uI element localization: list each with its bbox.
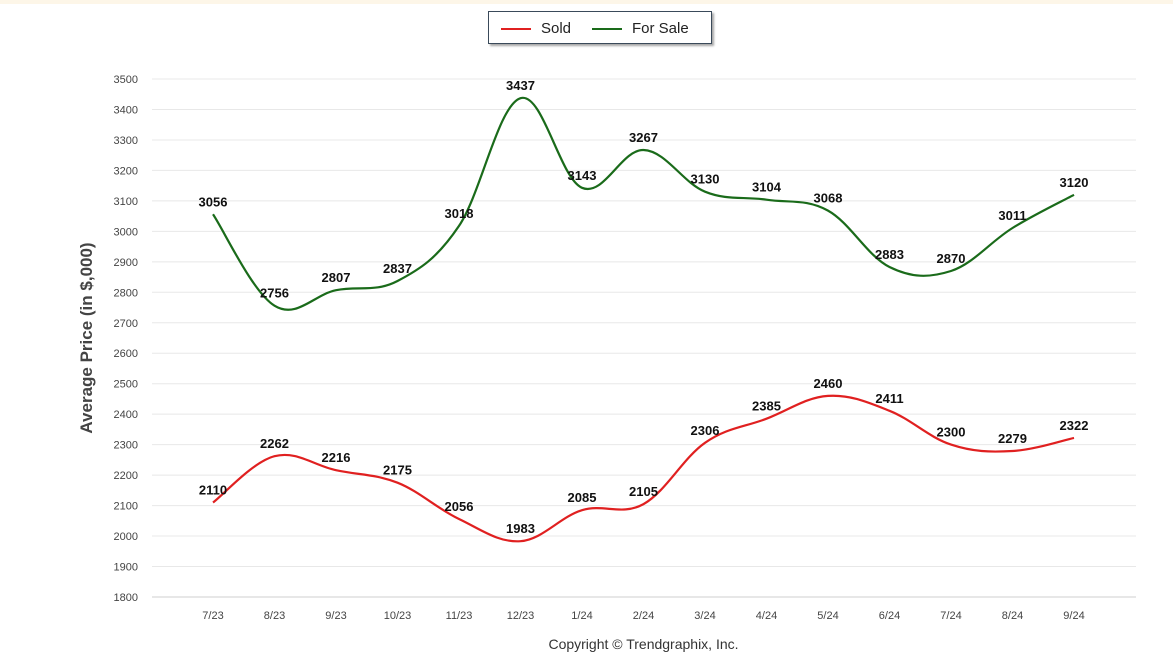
y-tick-label: 2200 [114, 470, 138, 482]
x-tick-label: 8/24 [1002, 610, 1023, 622]
y-tick-label: 3400 [114, 104, 138, 116]
y-tick-label: 3000 [114, 226, 138, 238]
data-label-for-sale: 2807 [322, 270, 351, 285]
x-tick-label: 7/24 [940, 610, 961, 622]
data-label-sold: 2411 [875, 391, 903, 406]
data-label-sold: 2279 [998, 431, 1027, 446]
series-group [212, 97, 1075, 543]
y-tick-label: 2900 [114, 257, 138, 269]
x-tick-label: 11/23 [446, 610, 473, 622]
data-label-for-sale: 3143 [568, 168, 597, 183]
y-tick-label: 2400 [114, 409, 138, 421]
x-tick-label: 12/23 [507, 610, 535, 622]
legend-item-sold[interactable]: Sold [501, 20, 581, 38]
legend-item-for-sale[interactable]: For Sale [592, 20, 707, 38]
series-line-sold [212, 394, 1075, 543]
x-tick-label: 8/23 [264, 610, 285, 622]
x-tick-label: 5/24 [817, 610, 838, 622]
y-axis-title: Average Price (in $,000) [77, 242, 96, 434]
x-axis-ticks: 7/23 8/23 9/23 10/23 11/23 12/23 1/24 2/24 3/24 4… [152, 596, 1136, 622]
data-label-for-sale: 3267 [629, 130, 658, 145]
legend-swatch-for-sale [592, 28, 622, 30]
y-tick-label: 3100 [114, 196, 138, 208]
data-label-for-sale: 2870 [937, 251, 966, 266]
x-tick-label: 9/23 [325, 610, 346, 622]
data-label-for-sale: 3120 [1060, 175, 1089, 190]
data-label-for-sale: 2756 [260, 286, 289, 301]
legend-swatch-sold [501, 28, 531, 30]
x-tick-label: 10/23 [384, 610, 412, 622]
grid-lines [152, 78, 1136, 598]
series-line-for-sale [212, 97, 1075, 311]
legend-label-sold: Sold [541, 20, 572, 37]
data-label-sold: 2460 [814, 376, 843, 391]
data-label-sold: 2085 [568, 490, 597, 505]
y-axis-ticks: 1800 1900 2000 2100 2200 2300 2400 2500 2600 2700… [114, 74, 138, 604]
data-label-for-sale: 2883 [875, 247, 904, 262]
y-tick-label: 2100 [114, 501, 138, 513]
data-label-sold: 2105 [629, 484, 658, 499]
x-tick-label: 4/24 [756, 610, 777, 622]
copyright-text: Copyright © Trendgraphix, Inc. [548, 636, 739, 652]
y-tick-label: 1800 [114, 592, 138, 604]
data-label-for-sale: 3018 [445, 206, 474, 221]
x-tick-label: 3/24 [694, 610, 715, 622]
y-tick-label: 2500 [114, 379, 138, 391]
data-label-sold: 2300 [937, 425, 966, 440]
y-tick-label: 3200 [114, 165, 138, 177]
top-bar [0, 0, 1173, 4]
data-label-sold: 2056 [445, 499, 474, 514]
data-label-for-sale: 3056 [199, 194, 228, 209]
legend: Sold For Sale [488, 11, 712, 44]
y-tick-label: 2700 [114, 318, 138, 330]
data-label-sold: 2175 [383, 463, 412, 478]
x-tick-label: 1/24 [571, 610, 592, 622]
data-label-sold: 2306 [691, 423, 720, 438]
data-label-sold: 1983 [506, 521, 535, 536]
data-labels-group: 2110 2262 2216 2175 2056 1983 2085 2105 2306 2385… [199, 78, 1089, 536]
data-label-for-sale: 2837 [383, 261, 412, 276]
data-label-sold: 2216 [322, 450, 351, 465]
data-label-for-sale: 3130 [691, 172, 720, 187]
legend-label-for-sale: For Sale [632, 20, 689, 37]
y-tick-label: 2800 [114, 287, 138, 299]
x-tick-label: 7/23 [202, 610, 223, 622]
x-tick-label: 2/24 [633, 610, 654, 622]
data-label-for-sale: 3437 [506, 78, 535, 93]
data-label-sold: 2385 [752, 399, 781, 414]
data-label-sold: 2322 [1060, 418, 1089, 433]
data-label-for-sale: 3011 [998, 208, 1026, 223]
data-label-for-sale: 3068 [814, 191, 843, 206]
x-tick-label: 9/24 [1063, 610, 1084, 622]
y-tick-label: 3300 [114, 135, 138, 147]
data-label-for-sale: 3104 [752, 180, 782, 195]
y-tick-label: 3500 [114, 74, 138, 86]
data-label-sold: 2110 [199, 483, 227, 498]
y-tick-label: 2000 [114, 531, 138, 543]
data-label-sold: 2262 [260, 436, 289, 451]
y-tick-label: 1900 [114, 562, 138, 574]
x-tick-label: 6/24 [879, 610, 900, 622]
y-tick-label: 2600 [114, 348, 138, 360]
y-tick-label: 2300 [114, 440, 138, 452]
